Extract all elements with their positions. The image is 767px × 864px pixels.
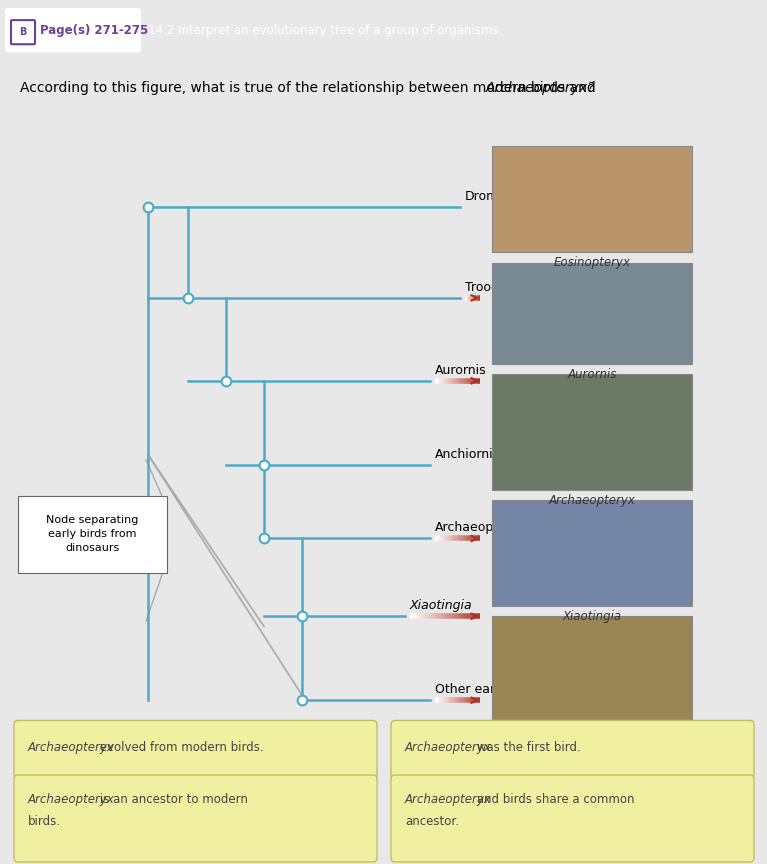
Text: Troodontids: Troodontids [465, 281, 538, 294]
Text: ancestor.: ancestor. [405, 815, 459, 828]
Bar [492, 374, 692, 490]
Text: Aurornis: Aurornis [568, 368, 617, 381]
Text: B: B [19, 27, 27, 37]
Bar [492, 500, 692, 607]
Text: Eosinopteryx: Eosinopteryx [554, 257, 630, 270]
Text: Page(s) 271-275: Page(s) 271-275 [40, 23, 148, 36]
Text: Node separating
early birds from
dinosaurs: Node separating early birds from dinosau… [46, 516, 139, 554]
Text: birds.: birds. [28, 815, 61, 828]
FancyBboxPatch shape [5, 8, 141, 53]
Text: Archaeopteryx: Archaeopteryx [405, 793, 492, 806]
Text: Aurornis: Aurornis [435, 364, 486, 377]
Text: Anchiornis: Anchiornis [435, 448, 500, 461]
Text: is an ancestor to modern: is an ancestor to modern [96, 793, 248, 806]
Text: Archaeopteryx?: Archaeopteryx? [486, 80, 596, 94]
Text: Archaeopteryx: Archaeopteryx [28, 793, 115, 806]
Text: Dromaeosaurids: Dromaeosaurids [465, 190, 568, 203]
FancyBboxPatch shape [18, 496, 167, 573]
Bar [492, 263, 692, 364]
Text: Archaeopteryx: Archaeopteryx [405, 741, 492, 754]
Text: Xiaotingia: Xiaotingia [410, 600, 472, 613]
FancyBboxPatch shape [14, 775, 377, 862]
FancyBboxPatch shape [14, 721, 377, 779]
FancyBboxPatch shape [391, 775, 754, 862]
Text: According to this figure, what is true of the relationship between modern birds : According to this figure, what is true o… [20, 80, 600, 94]
Text: 14.2 Interpret an evolutionary tree of a group of organisms.: 14.2 Interpret an evolutionary tree of a… [148, 23, 502, 36]
Text: Roadrunner: Roadrunner [557, 727, 627, 740]
Text: Archaeopteryx: Archaeopteryx [28, 741, 115, 754]
Text: Other early birds: Other early birds [435, 683, 541, 696]
FancyBboxPatch shape [11, 20, 35, 44]
Bar [492, 146, 692, 252]
Text: Archaeopteryx: Archaeopteryx [548, 494, 635, 507]
Text: and birds share a common: and birds share a common [472, 793, 634, 806]
Text: was the first bird.: was the first bird. [472, 741, 581, 754]
Text: evolved from modern birds.: evolved from modern birds. [96, 741, 263, 754]
FancyBboxPatch shape [391, 721, 754, 779]
Text: Xiaotingia: Xiaotingia [562, 610, 621, 623]
Bar [492, 616, 692, 722]
Text: Archaeopteryx: Archaeopteryx [435, 522, 527, 535]
